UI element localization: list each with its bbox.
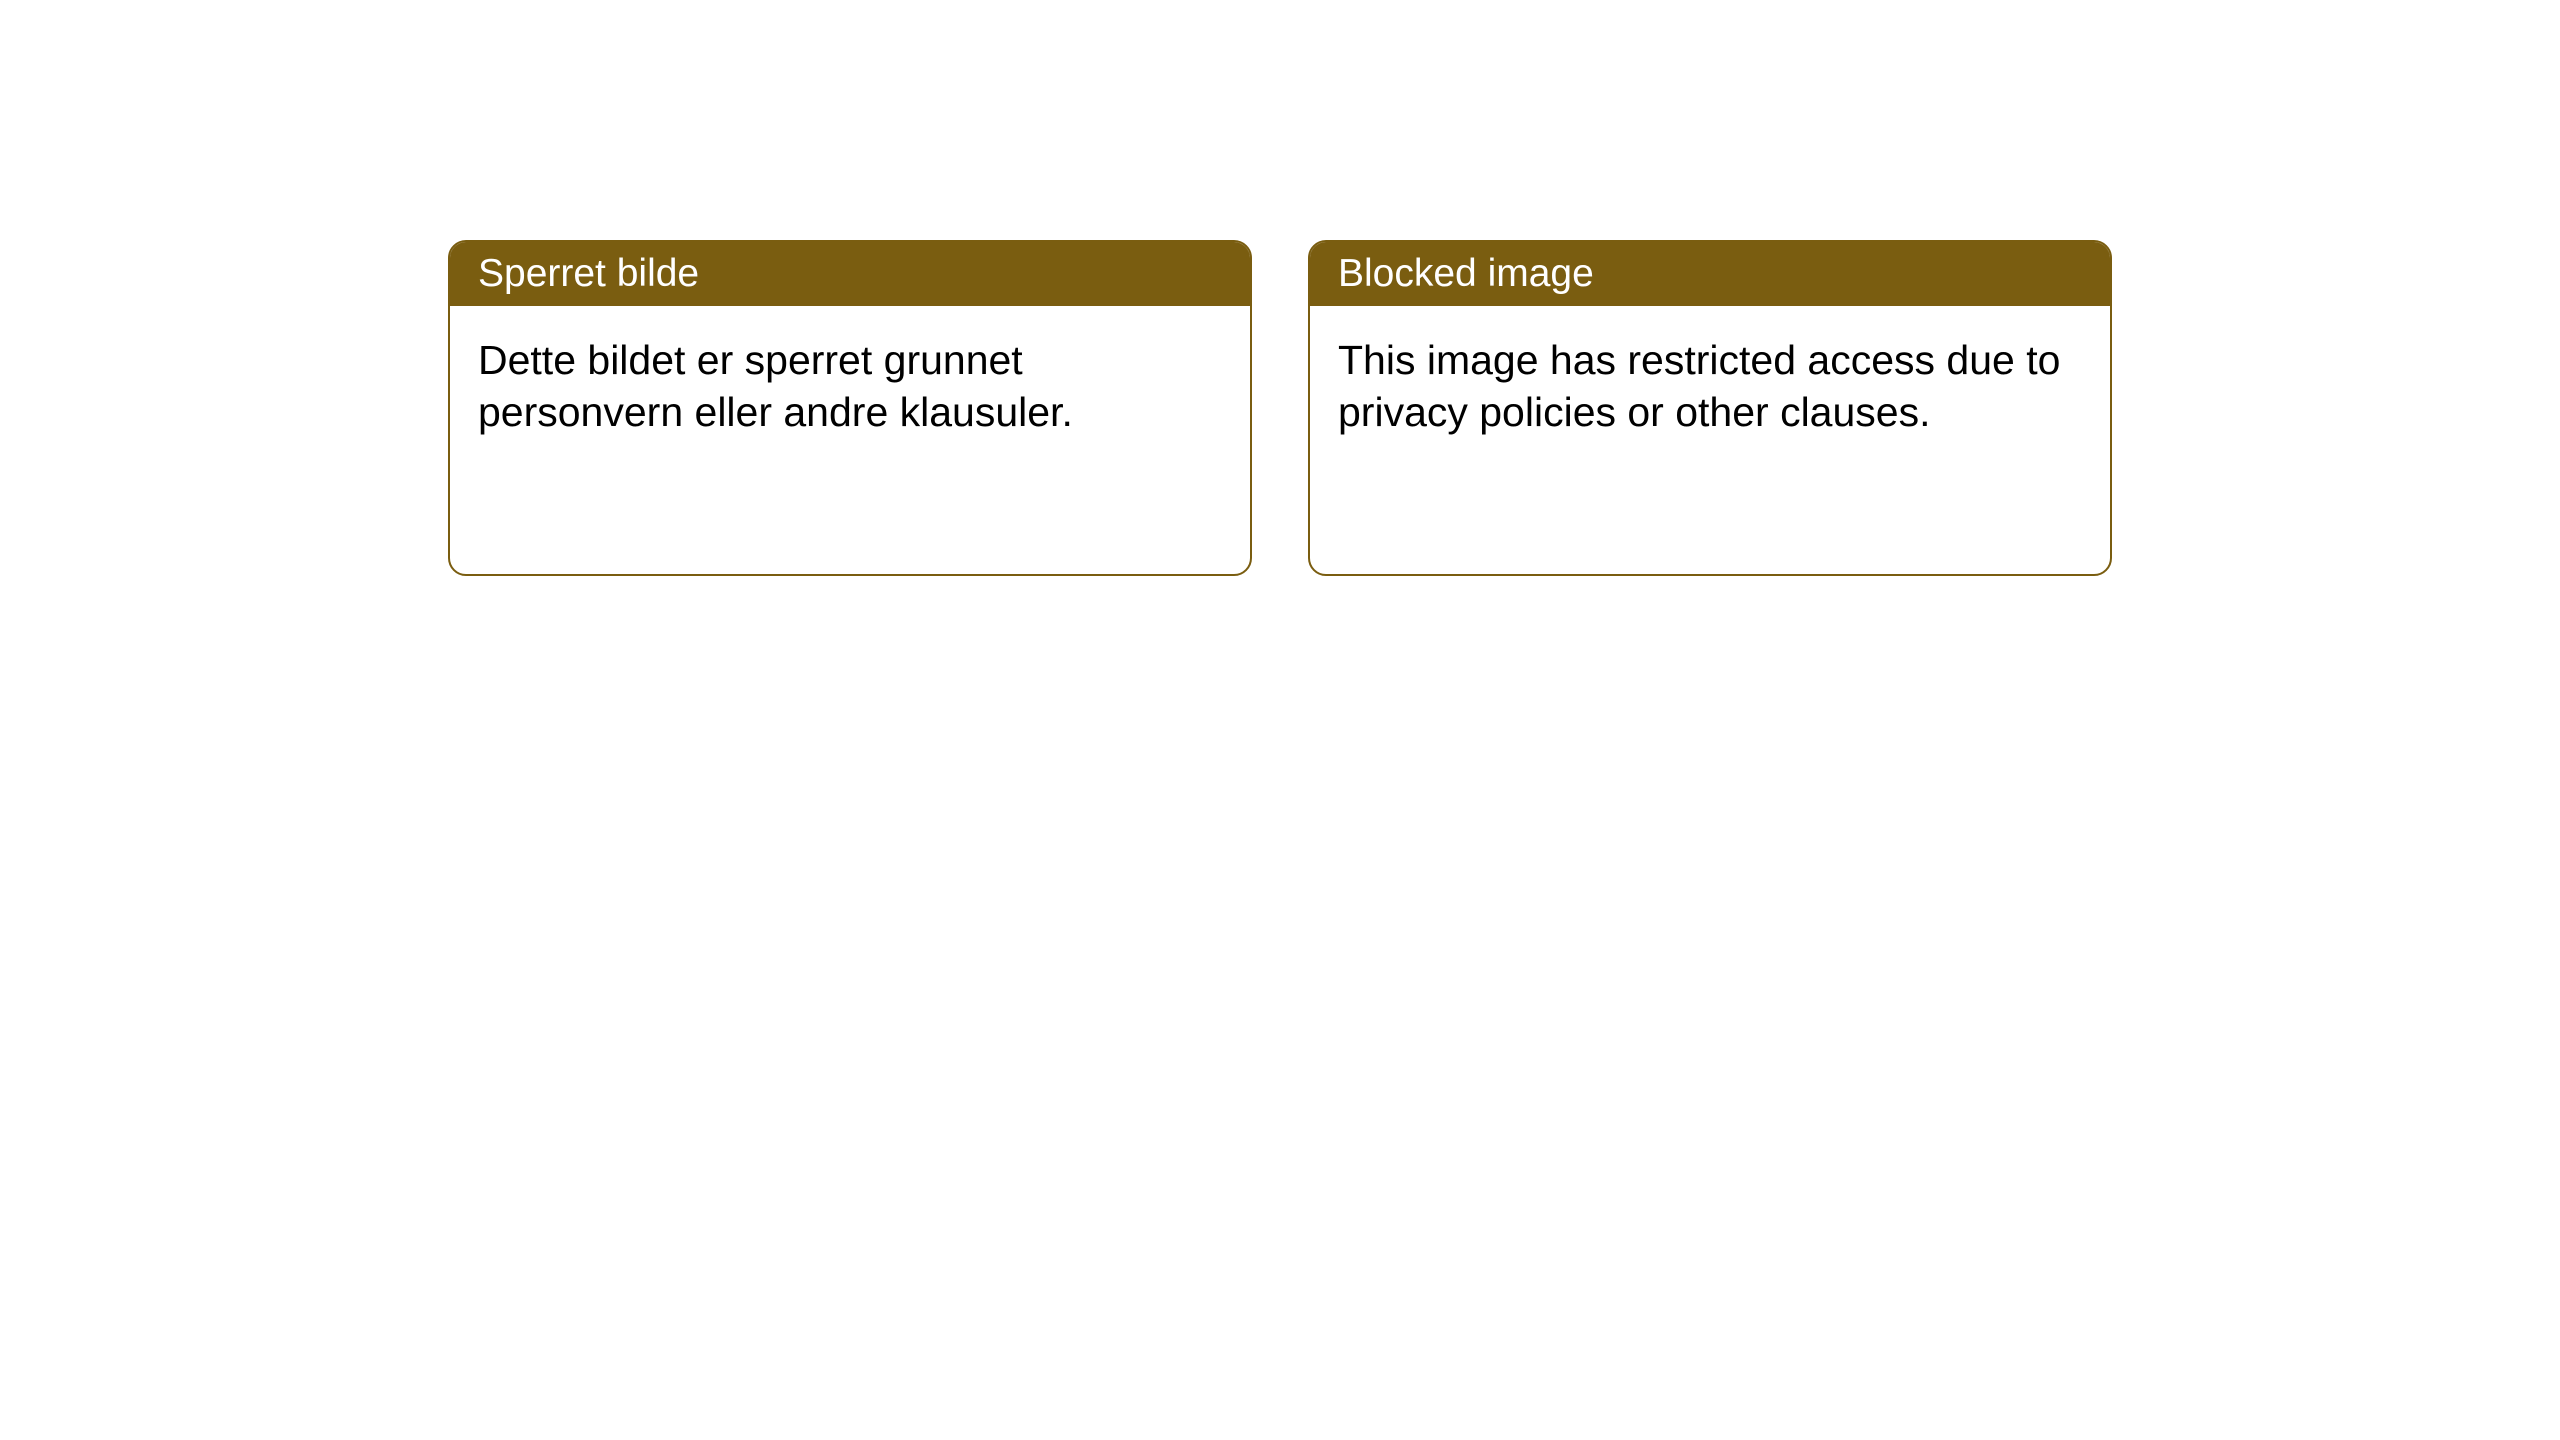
notice-body-english: This image has restricted access due to … <box>1310 306 2110 475</box>
notice-card-norwegian: Sperret bilde Dette bildet er sperret gr… <box>448 240 1252 576</box>
notice-card-english: Blocked image This image has restricted … <box>1308 240 2112 576</box>
notice-header-norwegian: Sperret bilde <box>450 242 1250 306</box>
notice-container: Sperret bilde Dette bildet er sperret gr… <box>448 240 2112 576</box>
notice-body-norwegian: Dette bildet er sperret grunnet personve… <box>450 306 1250 475</box>
notice-header-english: Blocked image <box>1310 242 2110 306</box>
